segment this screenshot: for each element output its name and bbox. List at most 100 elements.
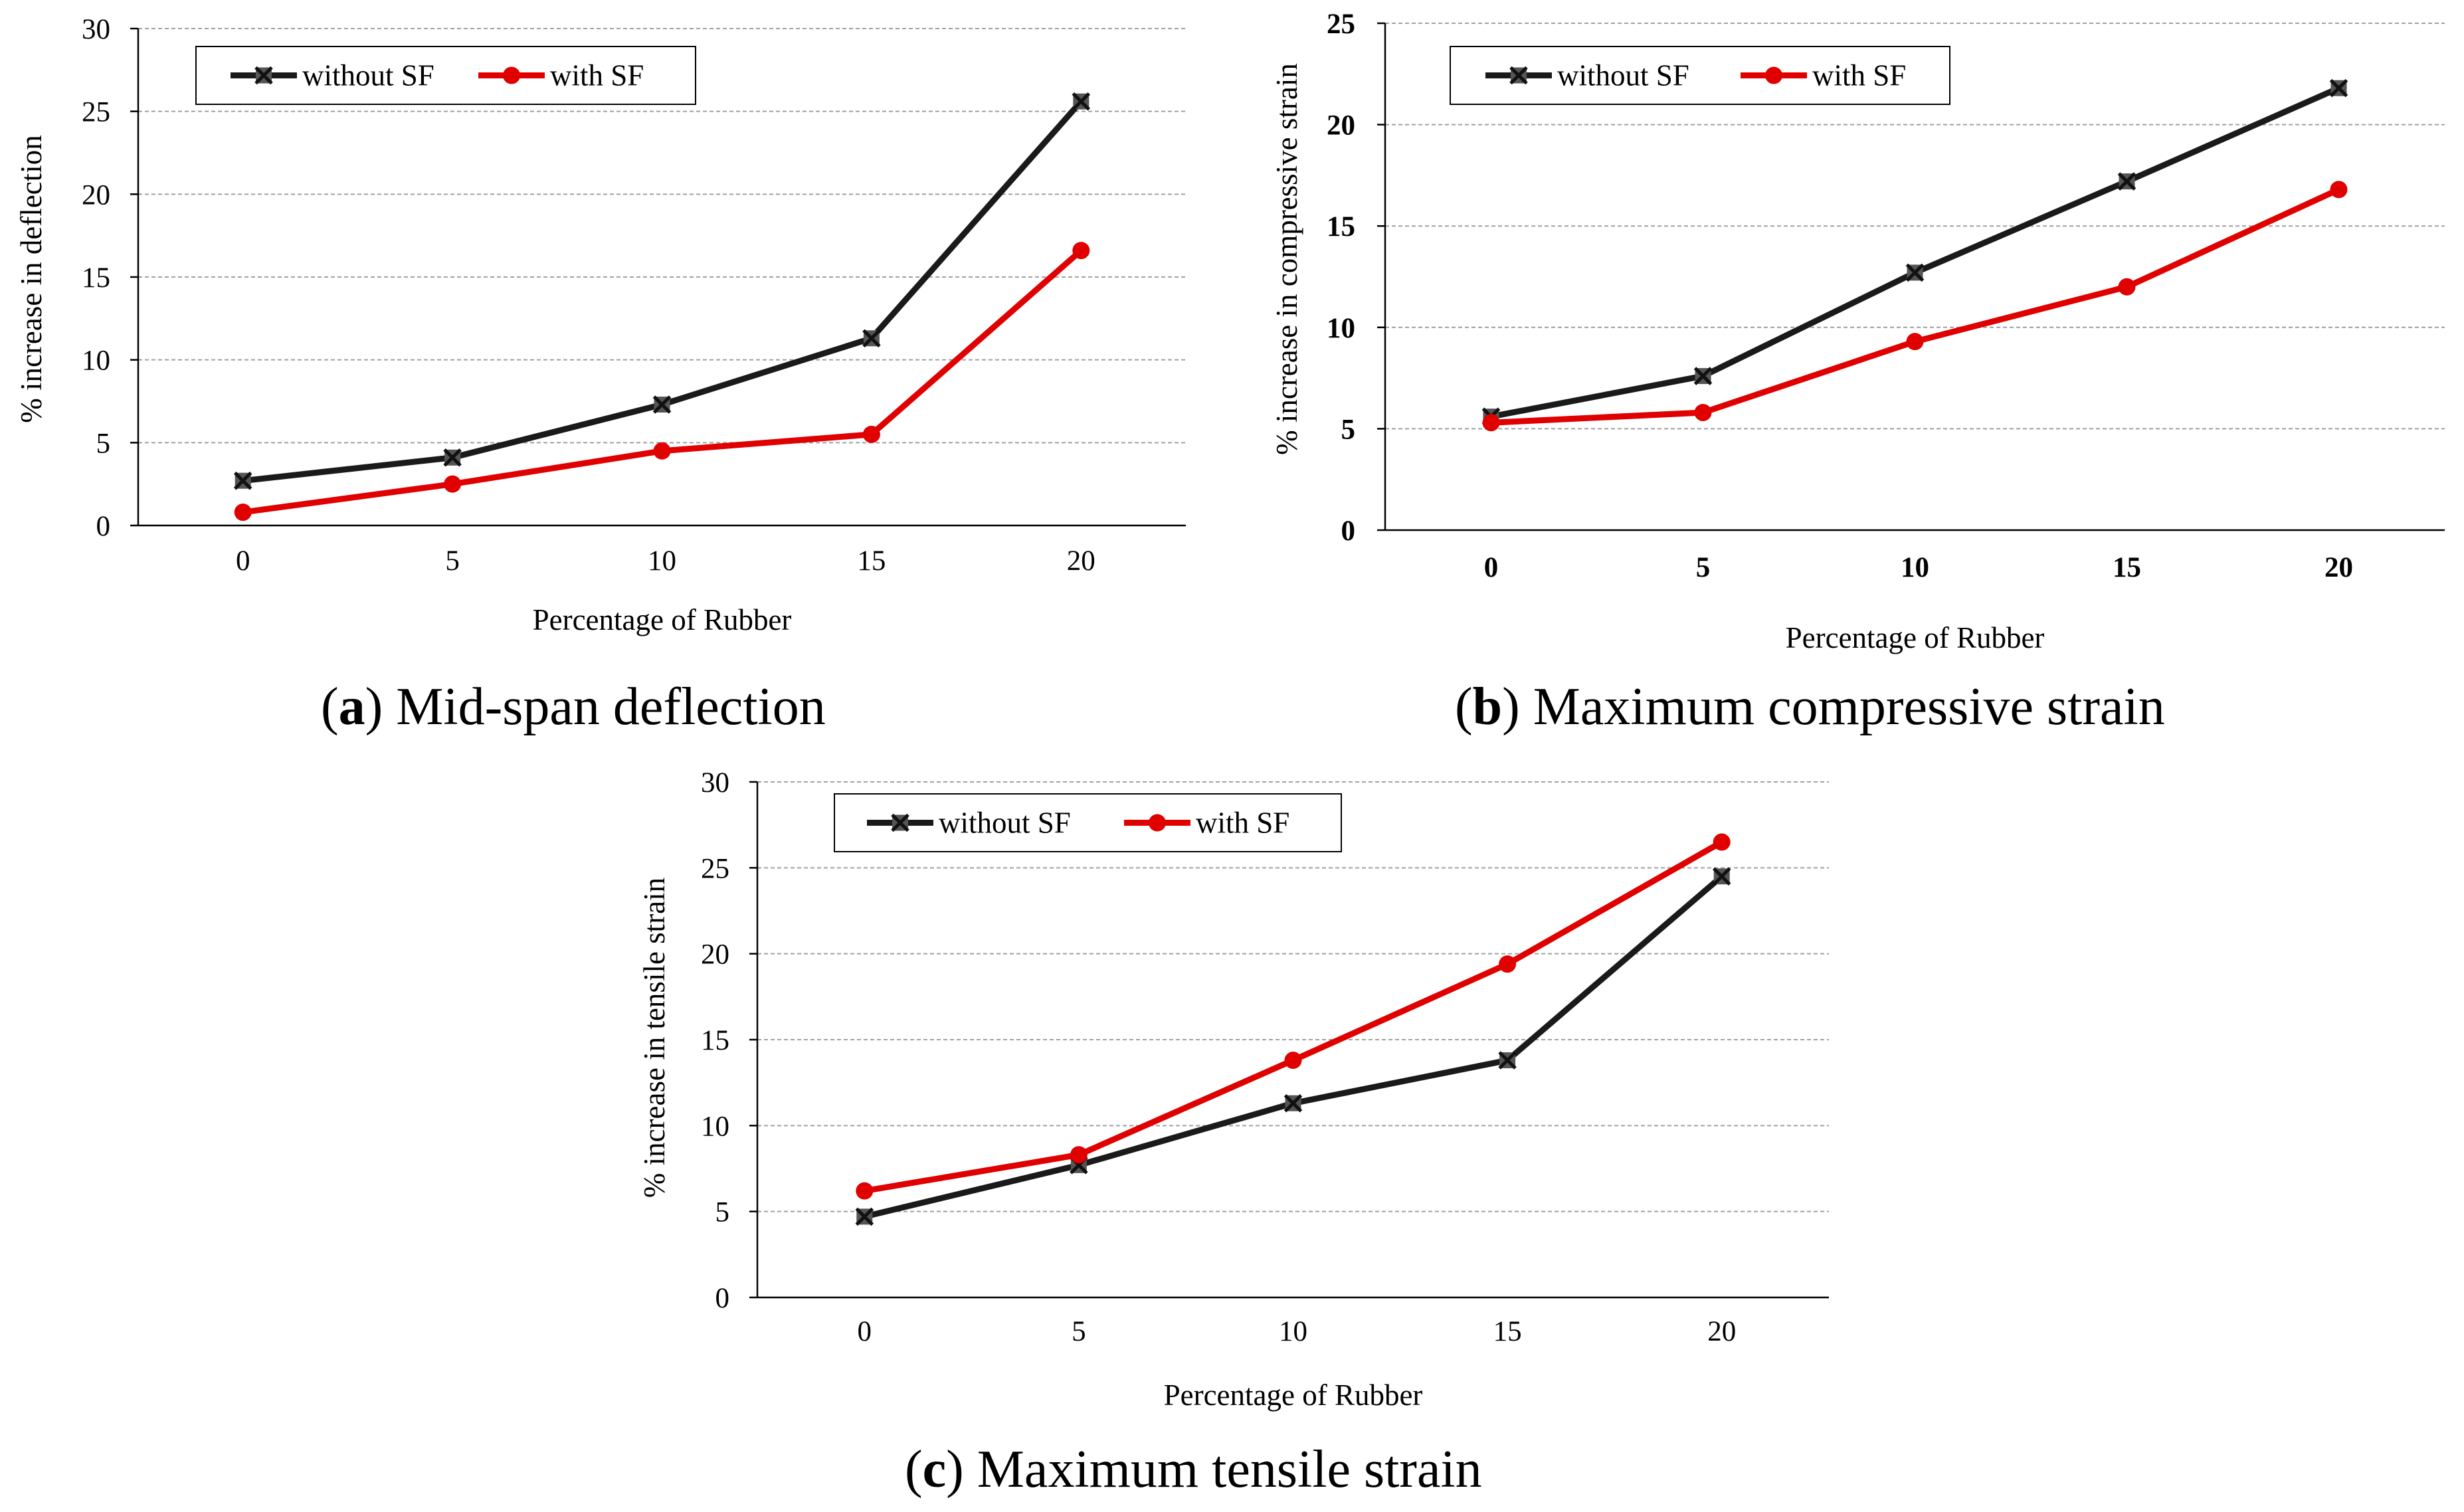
legend-label: without SF: [302, 59, 434, 92]
x-axis-title: Percentage of Rubber: [1786, 621, 2045, 654]
legend-label: with SF: [1196, 806, 1289, 840]
y-tick-label: 0: [1341, 516, 1356, 547]
caption-b-text: Maximum compressive strain: [1533, 678, 2165, 736]
y-axis-title: % increase in tensile strain: [638, 878, 671, 1198]
data-point-with-sf: [1713, 833, 1731, 851]
y-axis-title: % increase in compressive strain: [1270, 63, 1303, 455]
y-tick-label: 15: [701, 1025, 729, 1056]
data-point-without-sf: [1693, 367, 1713, 385]
legend-marker-circle: [1149, 814, 1166, 832]
data-point-without-sf: [855, 1207, 874, 1226]
data-point-without-sf: [233, 471, 252, 490]
x-tick-label: 20: [2324, 552, 2353, 583]
caption-a: (a) Mid-span deflection: [321, 678, 826, 736]
data-point-with-sf: [653, 442, 671, 460]
x-axis-title: Percentage of Rubber: [1164, 1378, 1423, 1412]
series-line-without-sf: [1488, 85, 2342, 420]
caption-b-letter: b: [1473, 678, 1503, 736]
data-point-with-sf: [1499, 955, 1517, 973]
x-tick-label: 10: [648, 545, 676, 577]
marker-x: [1905, 263, 1925, 282]
series-line-with-sf: [1488, 186, 2342, 426]
y-tick-label: 5: [1341, 414, 1356, 445]
data-point-with-sf: [1694, 403, 1712, 421]
caption-a-text: Mid-span deflection: [396, 678, 825, 736]
data-point-without-sf: [652, 395, 672, 414]
data-point-without-sf: [1283, 1093, 1303, 1113]
y-tick-label: 25: [1327, 9, 1355, 40]
legend-marker-x: [254, 66, 273, 85]
y-tick-label: 25: [82, 97, 110, 128]
y-tick-label: 0: [715, 1283, 730, 1314]
marker-x: [233, 471, 252, 490]
series-line-without-sf: [240, 98, 1084, 484]
data-point-without-sf: [1498, 1051, 1517, 1070]
marker-x: [1693, 367, 1713, 385]
data-point-with-sf: [856, 1182, 874, 1200]
y-tick-label: 15: [82, 262, 110, 294]
legend-marker-circle: [1765, 66, 1782, 84]
legend-label: with SF: [1812, 59, 1906, 92]
y-tick-label: 25: [701, 853, 729, 884]
marker-x: [2329, 78, 2348, 98]
marker-x: [855, 1207, 874, 1226]
data-point-without-sf: [1712, 867, 1731, 886]
marker-x: [862, 329, 881, 348]
data-point-with-sf: [2330, 181, 2348, 199]
marker-x: [1498, 1051, 1517, 1070]
x-tick-label: 0: [236, 545, 250, 577]
marker-x: [1283, 1093, 1303, 1113]
x-tick-label: 20: [1707, 1316, 1736, 1347]
data-point-with-sf: [1070, 1146, 1088, 1164]
legend: without SF with SF: [195, 46, 696, 105]
data-point-with-sf: [1284, 1052, 1302, 1070]
y-tick-label: 20: [701, 939, 729, 971]
y-tick-label: 5: [96, 428, 111, 459]
legend: without SF with SF: [1450, 46, 1950, 105]
y-tick-label: 20: [1327, 110, 1355, 142]
marker-x: [652, 395, 672, 414]
caption-b: (b) Maximum compressive strain: [1455, 678, 2165, 736]
data-point-with-sf: [862, 425, 880, 443]
x-axis-title: Percentage of Rubber: [533, 603, 792, 636]
caption-c-text: Maximum tensile strain: [977, 1440, 1482, 1499]
caption-c-letter: c: [923, 1440, 947, 1499]
series-line-without-sf: [861, 873, 1725, 1220]
data-point-with-sf: [2118, 278, 2136, 296]
marker-x: [1712, 867, 1731, 886]
data-point-with-sf: [1906, 333, 1924, 351]
legend-label: without SF: [1557, 59, 1689, 92]
marker-x: [443, 448, 462, 467]
data-point-without-sf: [1072, 92, 1091, 111]
marker-x: [2117, 172, 2136, 191]
data-point-with-sf: [1072, 242, 1090, 260]
legend: without SF with SF: [834, 793, 1342, 852]
panel-a: 0 5 10 15 20 25 30 0 5 10 15 20 Percentage of Rubber…: [15, 14, 1186, 636]
legend-marker-x: [891, 813, 909, 832]
legend-label: without SF: [939, 806, 1071, 840]
y-tick-label: 0: [96, 511, 111, 542]
data-point-without-sf: [1905, 263, 1925, 282]
y-tick-label: 20: [82, 179, 110, 211]
x-tick-label: 5: [1072, 1316, 1086, 1347]
x-tick-label: 15: [1493, 1316, 1522, 1347]
y-tick-label: 30: [82, 14, 110, 45]
legend-marker-x: [1509, 66, 1528, 85]
caption-c: (c) Maximum tensile strain: [905, 1440, 1482, 1499]
y-tick-label: 30: [701, 767, 729, 799]
x-tick-label: 20: [1067, 545, 1095, 577]
data-point-with-sf: [444, 475, 462, 493]
data-point-with-sf: [234, 504, 252, 521]
x-tick-label: 15: [2113, 552, 2141, 583]
y-tick-label: 15: [1327, 211, 1355, 242]
x-tick-label: 5: [445, 545, 460, 577]
x-tick-label: 0: [858, 1316, 872, 1347]
y-tick-label: 10: [82, 345, 110, 377]
data-point-without-sf: [443, 448, 462, 467]
y-axis-title: % increase in deflection: [15, 135, 48, 423]
x-tick-label: 5: [1696, 552, 1711, 583]
y-tick-label: 10: [701, 1111, 729, 1142]
x-tick-label: 15: [857, 545, 886, 577]
